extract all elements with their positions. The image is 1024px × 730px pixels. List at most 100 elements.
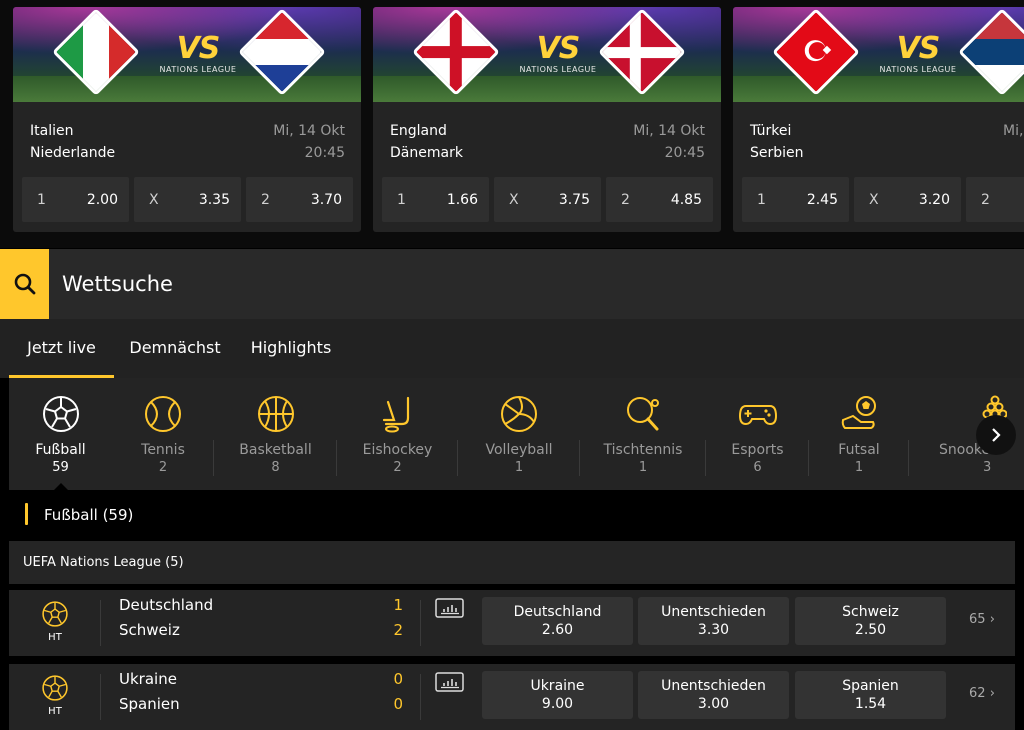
- vs-label: VS: [536, 31, 581, 66]
- live-event-row[interactable]: HT Ukraine Spanien 0 0 Ukraine 9.00 Unen…: [9, 664, 1015, 730]
- match-status: HT: [48, 632, 62, 643]
- league-label: NATIONS LEAGUE: [519, 65, 597, 74]
- sport-item-esports[interactable]: Esports 6: [706, 378, 809, 490]
- odd-button-away[interactable]: 2: [966, 177, 1024, 222]
- league-header[interactable]: UEFA Nations League (5): [9, 541, 1015, 584]
- divider: [100, 600, 101, 646]
- odd-value: 3.35: [198, 191, 230, 208]
- odd-button-home[interactable]: 1 1.66: [382, 177, 489, 222]
- odd-value: 1.66: [446, 191, 478, 208]
- more-markets-link[interactable]: 65 ›: [969, 612, 995, 627]
- odd-label: 2: [981, 191, 990, 208]
- sport-count: 1: [514, 460, 524, 475]
- featured-card[interactable]: VS NATIONS LEAGUE England Dänemark Mi, 1…: [373, 7, 721, 232]
- table-tennis-icon: [627, 397, 659, 431]
- home-score: 0: [393, 670, 403, 688]
- odd-value: 2.60: [541, 622, 574, 638]
- divider: [420, 674, 421, 720]
- odd-value: 1.54: [854, 696, 887, 712]
- odd-value: 2.50: [854, 622, 887, 638]
- sport-count: 2: [393, 460, 402, 475]
- sport-item-tennis[interactable]: Tennis 2: [112, 378, 214, 490]
- odd-button-draw[interactable]: X 3.35: [134, 177, 241, 222]
- live-event-row[interactable]: HT Deutschland Schweiz 1 2 Deutschland 2…: [9, 590, 1015, 656]
- bet-search[interactable]: Wettsuche: [0, 249, 1024, 319]
- sport-section-header[interactable]: Fußball (59): [9, 492, 1015, 537]
- odd-value: 2.45: [806, 191, 838, 208]
- odd-button-home[interactable]: Ukraine 9.00: [482, 671, 633, 719]
- divider: [705, 440, 706, 476]
- away-team: Schweiz: [119, 621, 180, 639]
- odd-button-away[interactable]: 2 3.70: [246, 177, 353, 222]
- odd-button-away[interactable]: Schweiz 2.50: [795, 597, 946, 645]
- sport-count: 8: [271, 460, 280, 475]
- search-button[interactable]: [0, 249, 49, 319]
- tab-upcoming[interactable]: Demnächst: [129, 338, 221, 357]
- featured-card[interactable]: VS NATIONS LEAGUE Italien Niederlande Mi…: [13, 7, 361, 232]
- match-datetime: Mi, 14 Okt 20:45: [633, 120, 705, 164]
- sport-item-ice-hockey[interactable]: Eishockey 2: [337, 378, 458, 490]
- odd-label: X: [149, 191, 159, 208]
- carousel-next-button[interactable]: [976, 415, 1016, 455]
- sport-item-basketball[interactable]: Basketball 8: [214, 378, 337, 490]
- section-title: Fußball (59): [44, 506, 134, 524]
- teams: Italien Niederlande: [30, 120, 115, 164]
- odd-name: Deutschland: [513, 604, 602, 620]
- odds-row: 1 2.00 X 3.35 2 3.70: [22, 177, 353, 222]
- featured-card[interactable]: VS NATIONS LEAGUE Türkei Serbien Mi, 14 …: [733, 7, 1024, 232]
- match-date: Mi, 14 Okt: [1003, 123, 1024, 139]
- sport-count: 2: [158, 460, 168, 475]
- gamepad-icon: [738, 405, 777, 426]
- odd-name: Schweiz: [842, 604, 899, 620]
- ice-hockey-icon: [382, 396, 409, 433]
- odd-name: Ukraine: [530, 678, 585, 694]
- away-team: Spanien: [119, 695, 180, 713]
- stats-icon[interactable]: [435, 672, 464, 692]
- match-date: Mi, 14 Okt: [633, 123, 705, 139]
- tab-live-now[interactable]: Jetzt live: [9, 319, 114, 378]
- odd-button-home[interactable]: 1 2.00: [22, 177, 129, 222]
- soccer-ball-icon: [42, 396, 79, 432]
- sport-item-volleyball[interactable]: Volleyball 1: [458, 378, 580, 490]
- away-team: Dänemark: [390, 145, 463, 161]
- odds-row: 1 2.45 X 3.20 2: [742, 177, 1024, 222]
- odd-value: 4.85: [670, 191, 702, 208]
- away-team: Niederlande: [30, 145, 116, 161]
- chevron-right-icon: ›: [989, 612, 995, 627]
- away-score: 0: [393, 695, 403, 713]
- odd-button-draw[interactable]: Unentschieden 3.30: [638, 597, 789, 645]
- sport-name: Tischtennis: [603, 442, 683, 458]
- odd-button-draw[interactable]: Unentschieden 3.00: [638, 671, 789, 719]
- sport-item-table-tennis[interactable]: Tischtennis 1: [580, 378, 706, 490]
- odd-value: 3.30: [697, 622, 730, 638]
- stats-icon[interactable]: [435, 598, 464, 618]
- odd-button-draw[interactable]: X 3.75: [494, 177, 601, 222]
- match-datetime: Mi, 14 Okt 20:45: [273, 120, 345, 164]
- sport-count: 1: [854, 460, 864, 475]
- soccer-ball-icon: [42, 601, 68, 627]
- odd-value: 3.70: [310, 191, 342, 208]
- tab-highlights[interactable]: Highlights: [250, 338, 332, 357]
- away-team: Serbien: [750, 145, 804, 161]
- divider: [336, 440, 337, 476]
- divider: [908, 440, 909, 476]
- snooker-icon: [982, 395, 1007, 419]
- more-markets-link[interactable]: 62 ›: [969, 686, 995, 701]
- match-status: HT: [48, 706, 62, 717]
- odd-button-away[interactable]: Spanien 1.54: [795, 671, 946, 719]
- odds-row: 1 1.66 X 3.75 2 4.85: [382, 177, 713, 222]
- league-label: NATIONS LEAGUE: [879, 65, 957, 74]
- vs-label: VS: [896, 31, 941, 66]
- divider: [808, 440, 809, 476]
- tennis-ball-icon: [145, 396, 181, 432]
- odd-button-home[interactable]: Deutschland 2.60: [482, 597, 633, 645]
- odd-button-away[interactable]: 2 4.85: [606, 177, 713, 222]
- sport-item-soccer[interactable]: Fußball 59: [9, 378, 112, 490]
- odd-button-home[interactable]: 1 2.45: [742, 177, 849, 222]
- odd-button-draw[interactable]: X 3.20: [854, 177, 961, 222]
- sport-name: Basketball: [239, 442, 312, 458]
- sport-item-futsal[interactable]: Futsal 1: [809, 378, 909, 490]
- divider: [213, 440, 214, 476]
- volleyball-icon: [501, 396, 537, 432]
- chevron-right-icon: [992, 428, 1001, 442]
